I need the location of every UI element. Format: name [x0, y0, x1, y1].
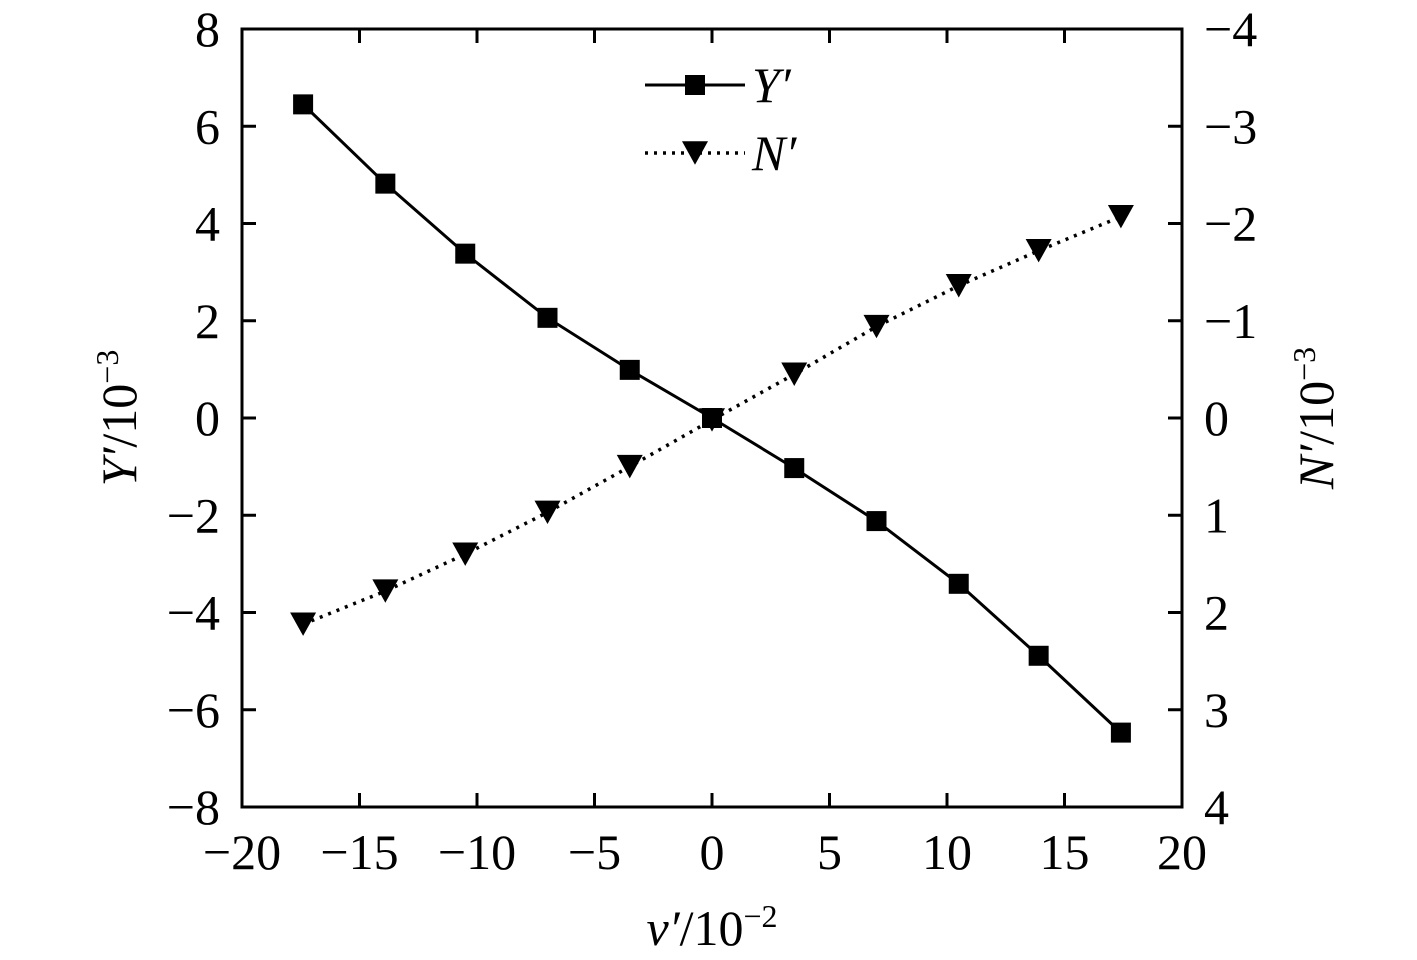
- y-axis-right-label-exp: −3: [1286, 347, 1322, 381]
- series-point: [781, 362, 808, 386]
- series-point: [375, 173, 396, 194]
- y-axis-right-label-base: /10: [1288, 381, 1344, 445]
- series-point: [293, 94, 314, 115]
- y-axis-right-label-var: N′: [1288, 444, 1344, 490]
- x-tick-label: 0: [700, 824, 725, 880]
- series-1: [290, 204, 1134, 636]
- x-axis-label-var: v′: [646, 900, 680, 956]
- x-axis-label-base: /10: [680, 900, 744, 956]
- x-tick-label: −20: [203, 824, 281, 880]
- series-point: [616, 454, 643, 479]
- y-right-tick-label: −4: [1204, 1, 1257, 57]
- series-point: [863, 314, 890, 339]
- legend: Y′ N′: [645, 57, 797, 181]
- y-right-tick-label: 0: [1204, 390, 1229, 446]
- legend-label: N′: [751, 125, 797, 181]
- x-tick-label: 5: [817, 824, 842, 880]
- x-axis-label: v′/10−2: [646, 898, 777, 956]
- y-left-tick-label: −8: [167, 779, 220, 835]
- series-point: [1025, 239, 1052, 263]
- y-axis-left-label-base: /10: [91, 384, 147, 448]
- y-right-tick-label: 4: [1204, 779, 1229, 835]
- x-tick-label: 20: [1157, 824, 1207, 880]
- y-axis-left-label: Y′/10−3: [89, 350, 147, 487]
- y-right-tick-label: 2: [1204, 585, 1229, 641]
- legend-item: Y′: [645, 57, 792, 113]
- series-point: [1107, 204, 1134, 229]
- series-point: [537, 307, 558, 328]
- y-axis-left-label-exp: −3: [89, 350, 125, 384]
- y-left-tick-label: 0: [195, 390, 220, 446]
- x-tick-label: 15: [1040, 824, 1090, 880]
- y-axis-left-label-var: Y′: [91, 447, 147, 487]
- series-line: [302, 215, 1122, 626]
- x-tick-label: −15: [320, 824, 398, 880]
- series-point: [455, 243, 476, 264]
- legend-marker: [682, 141, 708, 165]
- legend-item: N′: [645, 125, 797, 181]
- series-point: [619, 359, 640, 380]
- ticks: [240, 27, 1184, 809]
- x-tick-label: 10: [922, 824, 972, 880]
- y-right-tick-label: −2: [1204, 196, 1257, 252]
- y-left-tick-label: −2: [167, 487, 220, 543]
- series-point: [534, 500, 561, 525]
- x-axis-label-exp: −2: [744, 898, 778, 934]
- series-point: [948, 573, 969, 594]
- y-axis-right-label: N′/10−3: [1286, 347, 1344, 490]
- y-right-tick-label: 3: [1204, 682, 1229, 738]
- y-right-tick-label: 1: [1204, 487, 1229, 543]
- y-left-tick-label: 4: [195, 196, 220, 252]
- y-left-tick-label: 8: [195, 1, 220, 57]
- y-left-tick-label: −6: [167, 682, 220, 738]
- series-point: [372, 579, 399, 603]
- series-point: [1110, 722, 1131, 743]
- series-point: [290, 612, 317, 636]
- y-right-tick-label: −3: [1204, 98, 1257, 154]
- legend-marker: [685, 75, 705, 95]
- tick-labels: −20 −15 −10 −5 0 5 10 15 2086420−2−4−6−8−4−3−2−1…: [167, 1, 1257, 880]
- x-tick-label: −5: [568, 824, 621, 880]
- series-point: [452, 542, 479, 566]
- series-point: [945, 274, 972, 298]
- x-tick-label: −10: [438, 824, 516, 880]
- series-layer: [290, 94, 1134, 743]
- series-point: [784, 458, 805, 479]
- y-left-tick-label: 2: [195, 293, 220, 349]
- series-point: [1028, 645, 1049, 666]
- y-left-tick-label: −4: [167, 585, 220, 641]
- y-left-tick-label: 6: [195, 98, 220, 154]
- series-point: [866, 511, 887, 532]
- legend-label: Y′: [752, 57, 792, 113]
- y-right-tick-label: −1: [1204, 293, 1257, 349]
- series-point: [699, 408, 725, 432]
